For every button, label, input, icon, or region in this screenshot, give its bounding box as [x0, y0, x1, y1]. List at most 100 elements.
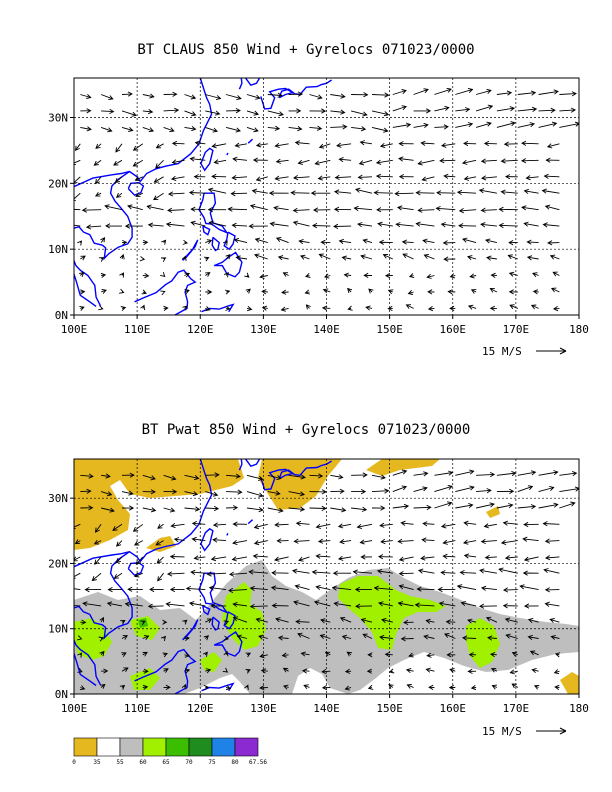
wind-vector	[191, 520, 206, 527]
wind-vector	[261, 289, 268, 295]
wind-vector	[275, 617, 289, 623]
wind-vector	[511, 683, 519, 689]
wind-vector	[480, 158, 497, 164]
wind-vector	[318, 143, 331, 149]
wind-vector	[226, 489, 243, 495]
wind-vector	[496, 90, 513, 96]
wind-vectors-panel-1	[74, 87, 579, 312]
shade-dry-northeast	[366, 459, 440, 476]
wind-vector	[121, 91, 133, 97]
wind-vector	[74, 572, 81, 579]
wind-vector	[496, 121, 516, 128]
wind-vector	[529, 650, 539, 656]
wind-vector	[440, 222, 456, 228]
wind-vector	[259, 685, 268, 691]
wind-vector	[357, 174, 373, 180]
wind-vector	[367, 652, 373, 658]
wind-vector	[533, 684, 540, 690]
wind-vector	[315, 523, 331, 529]
wind-vector	[157, 523, 164, 529]
wind-vector	[208, 220, 227, 227]
wind-vector	[402, 253, 414, 260]
wind-vector	[142, 126, 155, 133]
wind-vector	[423, 634, 435, 640]
wind-vector	[77, 240, 83, 246]
wind-vector	[114, 176, 123, 184]
wind-vector	[554, 684, 560, 690]
wind-vector	[303, 684, 310, 690]
wind-vector	[233, 237, 248, 244]
wind-vector	[223, 272, 229, 278]
wind-vector	[445, 619, 456, 625]
wind-vector	[344, 685, 352, 691]
coastline-segment	[202, 225, 211, 236]
wind-vector	[80, 93, 92, 99]
colorbar-swatch	[234, 737, 259, 757]
wind-vector	[380, 538, 393, 545]
wind-vector	[387, 289, 394, 295]
wind-vector	[184, 289, 190, 294]
wind-vector	[227, 206, 248, 212]
wind-vector	[439, 158, 456, 164]
wind-vector	[292, 220, 310, 227]
wind-vector	[300, 254, 310, 260]
wind-vector	[124, 601, 143, 607]
lon-tick-label: 170E	[503, 702, 530, 715]
wind-vector	[100, 272, 107, 278]
wind-vector	[475, 121, 492, 128]
wind-vector	[160, 257, 167, 263]
wind-vector	[232, 616, 248, 623]
wind-vector	[398, 156, 414, 162]
wind-vector	[255, 176, 268, 182]
wind-vector	[231, 222, 248, 228]
wind-vector	[546, 143, 560, 149]
wind-vector	[185, 585, 206, 592]
wind-vector	[298, 556, 310, 562]
coastline-segment	[200, 147, 214, 172]
wind-vector	[310, 190, 331, 196]
wind-vector	[417, 159, 435, 166]
colorbar-swatch	[188, 737, 213, 757]
wind-vector	[133, 540, 144, 546]
wind-vector	[142, 239, 149, 246]
lat-tick-label: 20N	[48, 177, 68, 190]
wind-vector	[523, 521, 539, 528]
wind-vector	[413, 504, 432, 511]
wind-vector	[455, 107, 471, 113]
wind-vector	[203, 256, 210, 262]
wind-vector	[321, 685, 331, 691]
wind-vector	[211, 173, 227, 180]
wind-vector	[489, 287, 498, 293]
wind-vector	[184, 491, 199, 497]
coastline-segment	[247, 519, 254, 525]
wind-vector	[281, 289, 289, 295]
wind-vector	[163, 684, 171, 690]
wind-vector	[155, 540, 164, 546]
wind-vector	[422, 521, 435, 527]
colorbar-label: 65	[162, 759, 170, 766]
lon-tick-label: 120E	[187, 323, 214, 336]
wind-vector	[171, 140, 185, 147]
wind-vector	[173, 537, 185, 543]
wind-vector	[338, 156, 352, 163]
wind-vector	[113, 159, 123, 166]
wind-vector	[475, 88, 492, 95]
wind-vector	[559, 501, 576, 509]
colorbar-label: 70	[185, 759, 193, 766]
wind-vector	[274, 175, 289, 181]
wind-vector	[142, 651, 148, 657]
wind-vector	[290, 190, 310, 196]
wind-vector	[207, 207, 227, 213]
wind-vector	[438, 601, 456, 607]
wind-vector	[127, 204, 143, 211]
lat-tick-label: 30N	[48, 112, 68, 125]
wind-vector	[147, 222, 164, 228]
wind-vector	[74, 224, 81, 227]
wind-vector	[435, 205, 456, 212]
wind-vector	[121, 110, 137, 117]
wind-vector	[373, 585, 393, 591]
wind-vector	[478, 188, 497, 194]
wind-vector	[470, 289, 477, 294]
wind-vector	[523, 188, 539, 195]
wind-vector	[188, 601, 206, 607]
